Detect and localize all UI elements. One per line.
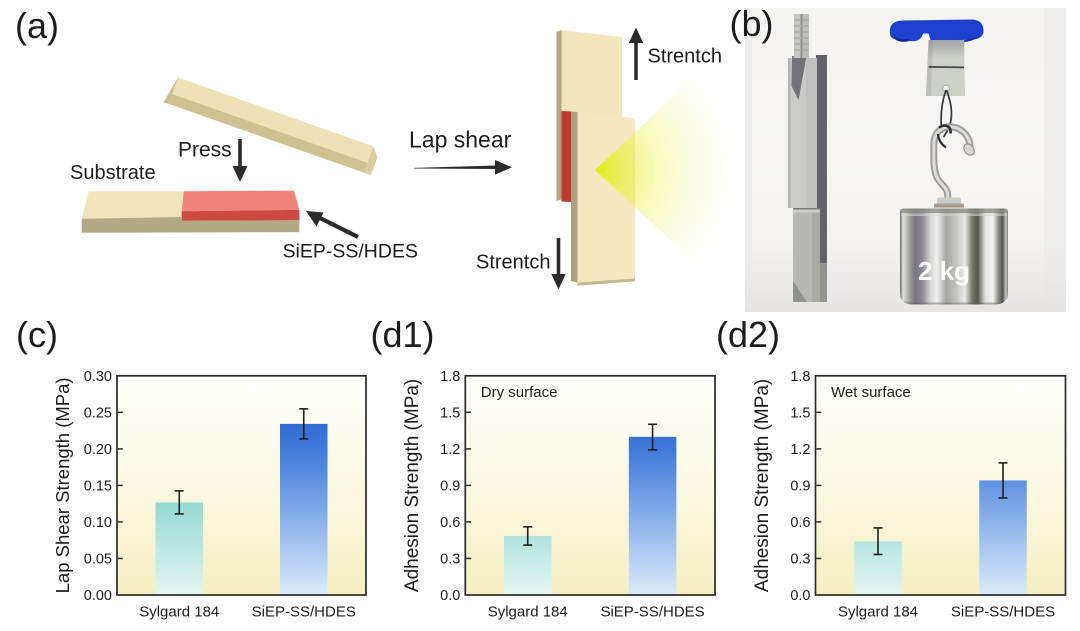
svg-text:Sylgard 184: Sylgard 184 — [139, 604, 219, 621]
svg-text:Strentch: Strentch — [648, 46, 722, 68]
svg-text:0.20: 0.20 — [84, 442, 112, 458]
svg-text:0.6: 0.6 — [440, 515, 460, 531]
svg-text:Sylgard 184: Sylgard 184 — [838, 604, 918, 621]
svg-text:Lap Shear Strength (MPa): Lap Shear Strength (MPa) — [52, 377, 73, 593]
svg-text:SiEP-SS/HDES: SiEP-SS/HDES — [283, 241, 418, 263]
svg-text:1.2: 1.2 — [790, 442, 810, 458]
svg-text:0.00: 0.00 — [84, 588, 112, 604]
svg-text:0.3: 0.3 — [440, 552, 460, 568]
svg-text:(b): (b) — [730, 3, 774, 44]
svg-text:1.8: 1.8 — [440, 369, 460, 385]
svg-text:0.9: 0.9 — [440, 479, 460, 495]
svg-text:0.30: 0.30 — [84, 369, 112, 385]
svg-text:1.8: 1.8 — [790, 369, 810, 385]
svg-text:Strentch: Strentch — [476, 252, 550, 274]
svg-text:Lap shear: Lap shear — [409, 127, 512, 153]
svg-text:1.5: 1.5 — [440, 406, 460, 422]
svg-text:Dry surface: Dry surface — [481, 384, 558, 401]
svg-text:2 kg: 2 kg — [918, 256, 970, 286]
svg-text:1.2: 1.2 — [440, 442, 460, 458]
svg-text:(d1): (d1) — [371, 314, 435, 355]
svg-text:0.3: 0.3 — [790, 552, 810, 568]
svg-text:Adhesion Strength (MPa): Adhesion Strength (MPa) — [402, 379, 423, 592]
svg-text:(a): (a) — [15, 5, 59, 46]
svg-text:0.10: 0.10 — [84, 515, 112, 531]
svg-text:Press: Press — [178, 139, 232, 162]
svg-text:SiEP-SS/HDES: SiEP-SS/HDES — [600, 604, 704, 621]
svg-text:0.0: 0.0 — [440, 588, 460, 604]
svg-text:Wet surface: Wet surface — [831, 384, 911, 401]
svg-text:0.0: 0.0 — [790, 588, 810, 604]
svg-text:Adhesion Strength (MPa): Adhesion Strength (MPa) — [752, 379, 773, 592]
svg-text:0.9: 0.9 — [790, 479, 810, 495]
svg-text:(d2): (d2) — [716, 314, 780, 355]
svg-text:0.6: 0.6 — [790, 515, 810, 531]
svg-text:0.05: 0.05 — [84, 552, 112, 568]
svg-text:0.25: 0.25 — [84, 406, 112, 422]
svg-text:SiEP-SS/HDES: SiEP-SS/HDES — [951, 604, 1055, 621]
svg-text:Sylgard 184: Sylgard 184 — [488, 604, 568, 621]
svg-text:SiEP-SS/HDES: SiEP-SS/HDES — [252, 604, 356, 621]
svg-text:(c): (c) — [16, 314, 58, 355]
svg-text:0.15: 0.15 — [84, 479, 112, 495]
svg-text:Substrate: Substrate — [70, 162, 156, 184]
svg-text:1.5: 1.5 — [790, 406, 810, 422]
